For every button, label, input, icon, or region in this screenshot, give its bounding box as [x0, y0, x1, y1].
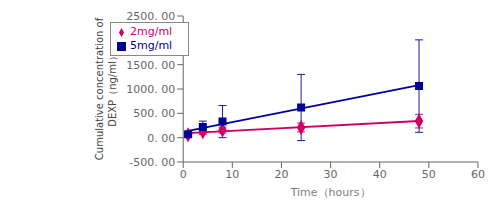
svg-text:60: 60: [471, 168, 485, 181]
svg-text:-500. 00: -500. 00: [129, 156, 175, 169]
svg-text:20: 20: [274, 168, 288, 181]
svg-text:0: 0: [180, 168, 187, 181]
svg-text:2000. 00: 2000. 00: [126, 34, 175, 47]
svg-text:40: 40: [373, 168, 387, 181]
svg-text:30: 30: [324, 168, 338, 181]
svg-text:0. 00: 0. 00: [147, 132, 175, 145]
svg-text:10: 10: [225, 168, 239, 181]
svg-text:500. 00: 500. 00: [133, 107, 175, 120]
svg-text:2500. 00: 2500. 00: [126, 10, 175, 23]
svg-text:Time（hours）: Time（hours）: [290, 186, 371, 199]
svg-text:1500. 00: 1500. 00: [126, 59, 175, 72]
svg-text:1000. 00: 1000. 00: [126, 83, 175, 96]
svg-text:Cumulative concentration ofDEX: Cumulative concentration ofDEXP（ng/ml）: [94, 17, 118, 160]
svg-text:50: 50: [422, 168, 436, 181]
